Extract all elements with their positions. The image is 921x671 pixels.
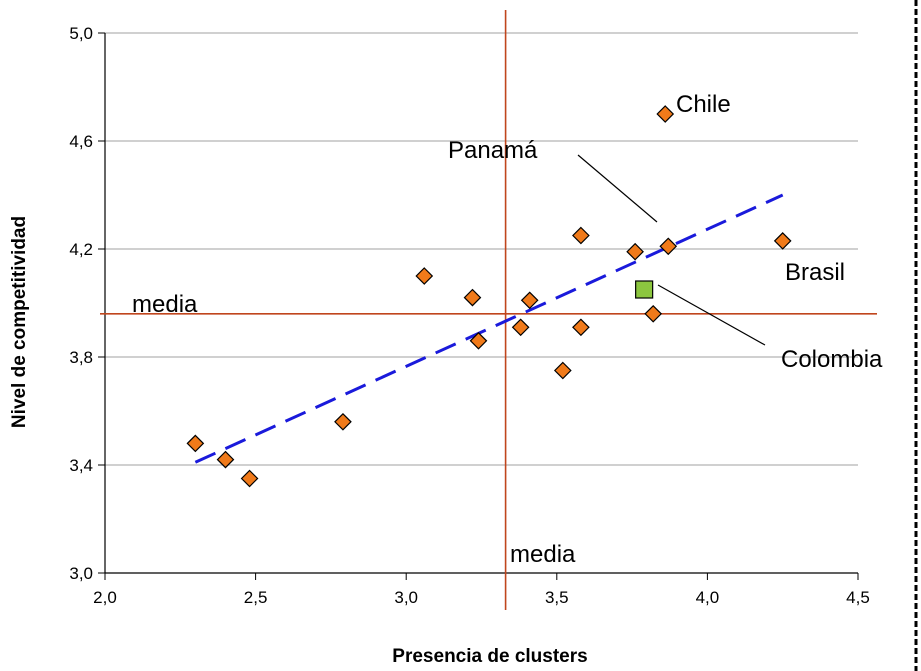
data-point: [216, 450, 235, 469]
annotation-chile: Chile: [676, 91, 731, 118]
x-tick-label: 2,0: [93, 588, 117, 607]
data-point: [553, 361, 572, 380]
y-tick-label: 4,6: [69, 132, 93, 151]
data-point: [659, 237, 678, 256]
annotation-media-v: media: [510, 541, 576, 568]
leader-line-panama: [577, 154, 658, 223]
data-point: [773, 232, 792, 250]
trend-line-group: [194, 193, 784, 464]
trend-line: [194, 193, 784, 464]
annotation-brasil: Brasil: [785, 259, 845, 286]
annotations: Chile Panamá Brasil Colombia media media: [132, 91, 883, 568]
mean-lines: [100, 10, 877, 610]
y-tick-label: 3,0: [69, 564, 93, 583]
x-tick-label: 2,5: [244, 588, 268, 607]
y-tick-label: 4,2: [69, 240, 93, 259]
data-point: [240, 469, 259, 488]
annotation-panama: Panamá: [448, 137, 538, 164]
data-point: [334, 412, 352, 431]
data-point: [415, 267, 434, 285]
data-point: [656, 105, 675, 123]
data-point: [572, 318, 590, 337]
data-point: [644, 304, 663, 323]
x-tick-label: 3,0: [394, 588, 418, 607]
annotation-colombia: Colombia: [781, 346, 883, 373]
tick-labels: 3,0 3,4 3,8 4,2 4,6 5,0 2,0 2,5 3,0 3,5 4,0 4,5: [69, 24, 869, 607]
data-point: [469, 331, 488, 350]
grid-lines: [105, 32, 858, 466]
axes: [98, 32, 859, 580]
annotation-media-h: media: [132, 291, 198, 318]
leader-line-colombia: [657, 284, 766, 346]
data-point: [463, 288, 482, 307]
data-point: [186, 434, 205, 453]
y-axis-title: Nivel de competitividad: [9, 216, 30, 428]
y-tick-label: 5,0: [69, 24, 93, 43]
x-tick-label: 4,5: [846, 588, 870, 607]
x-tick-label: 3,5: [545, 588, 569, 607]
data-point: [511, 318, 530, 337]
x-tick-label: 4,0: [696, 588, 720, 607]
y-tick-label: 3,8: [69, 348, 93, 367]
data-point: [626, 242, 644, 261]
data-point: [520, 291, 539, 310]
data-point-highlight: [635, 280, 654, 299]
data-points: [186, 105, 792, 488]
x-axis-title: Presencia de clusters: [392, 646, 587, 667]
data-point: [572, 226, 590, 245]
y-tick-label: 3,4: [69, 456, 93, 475]
leader-lines: [577, 154, 766, 346]
